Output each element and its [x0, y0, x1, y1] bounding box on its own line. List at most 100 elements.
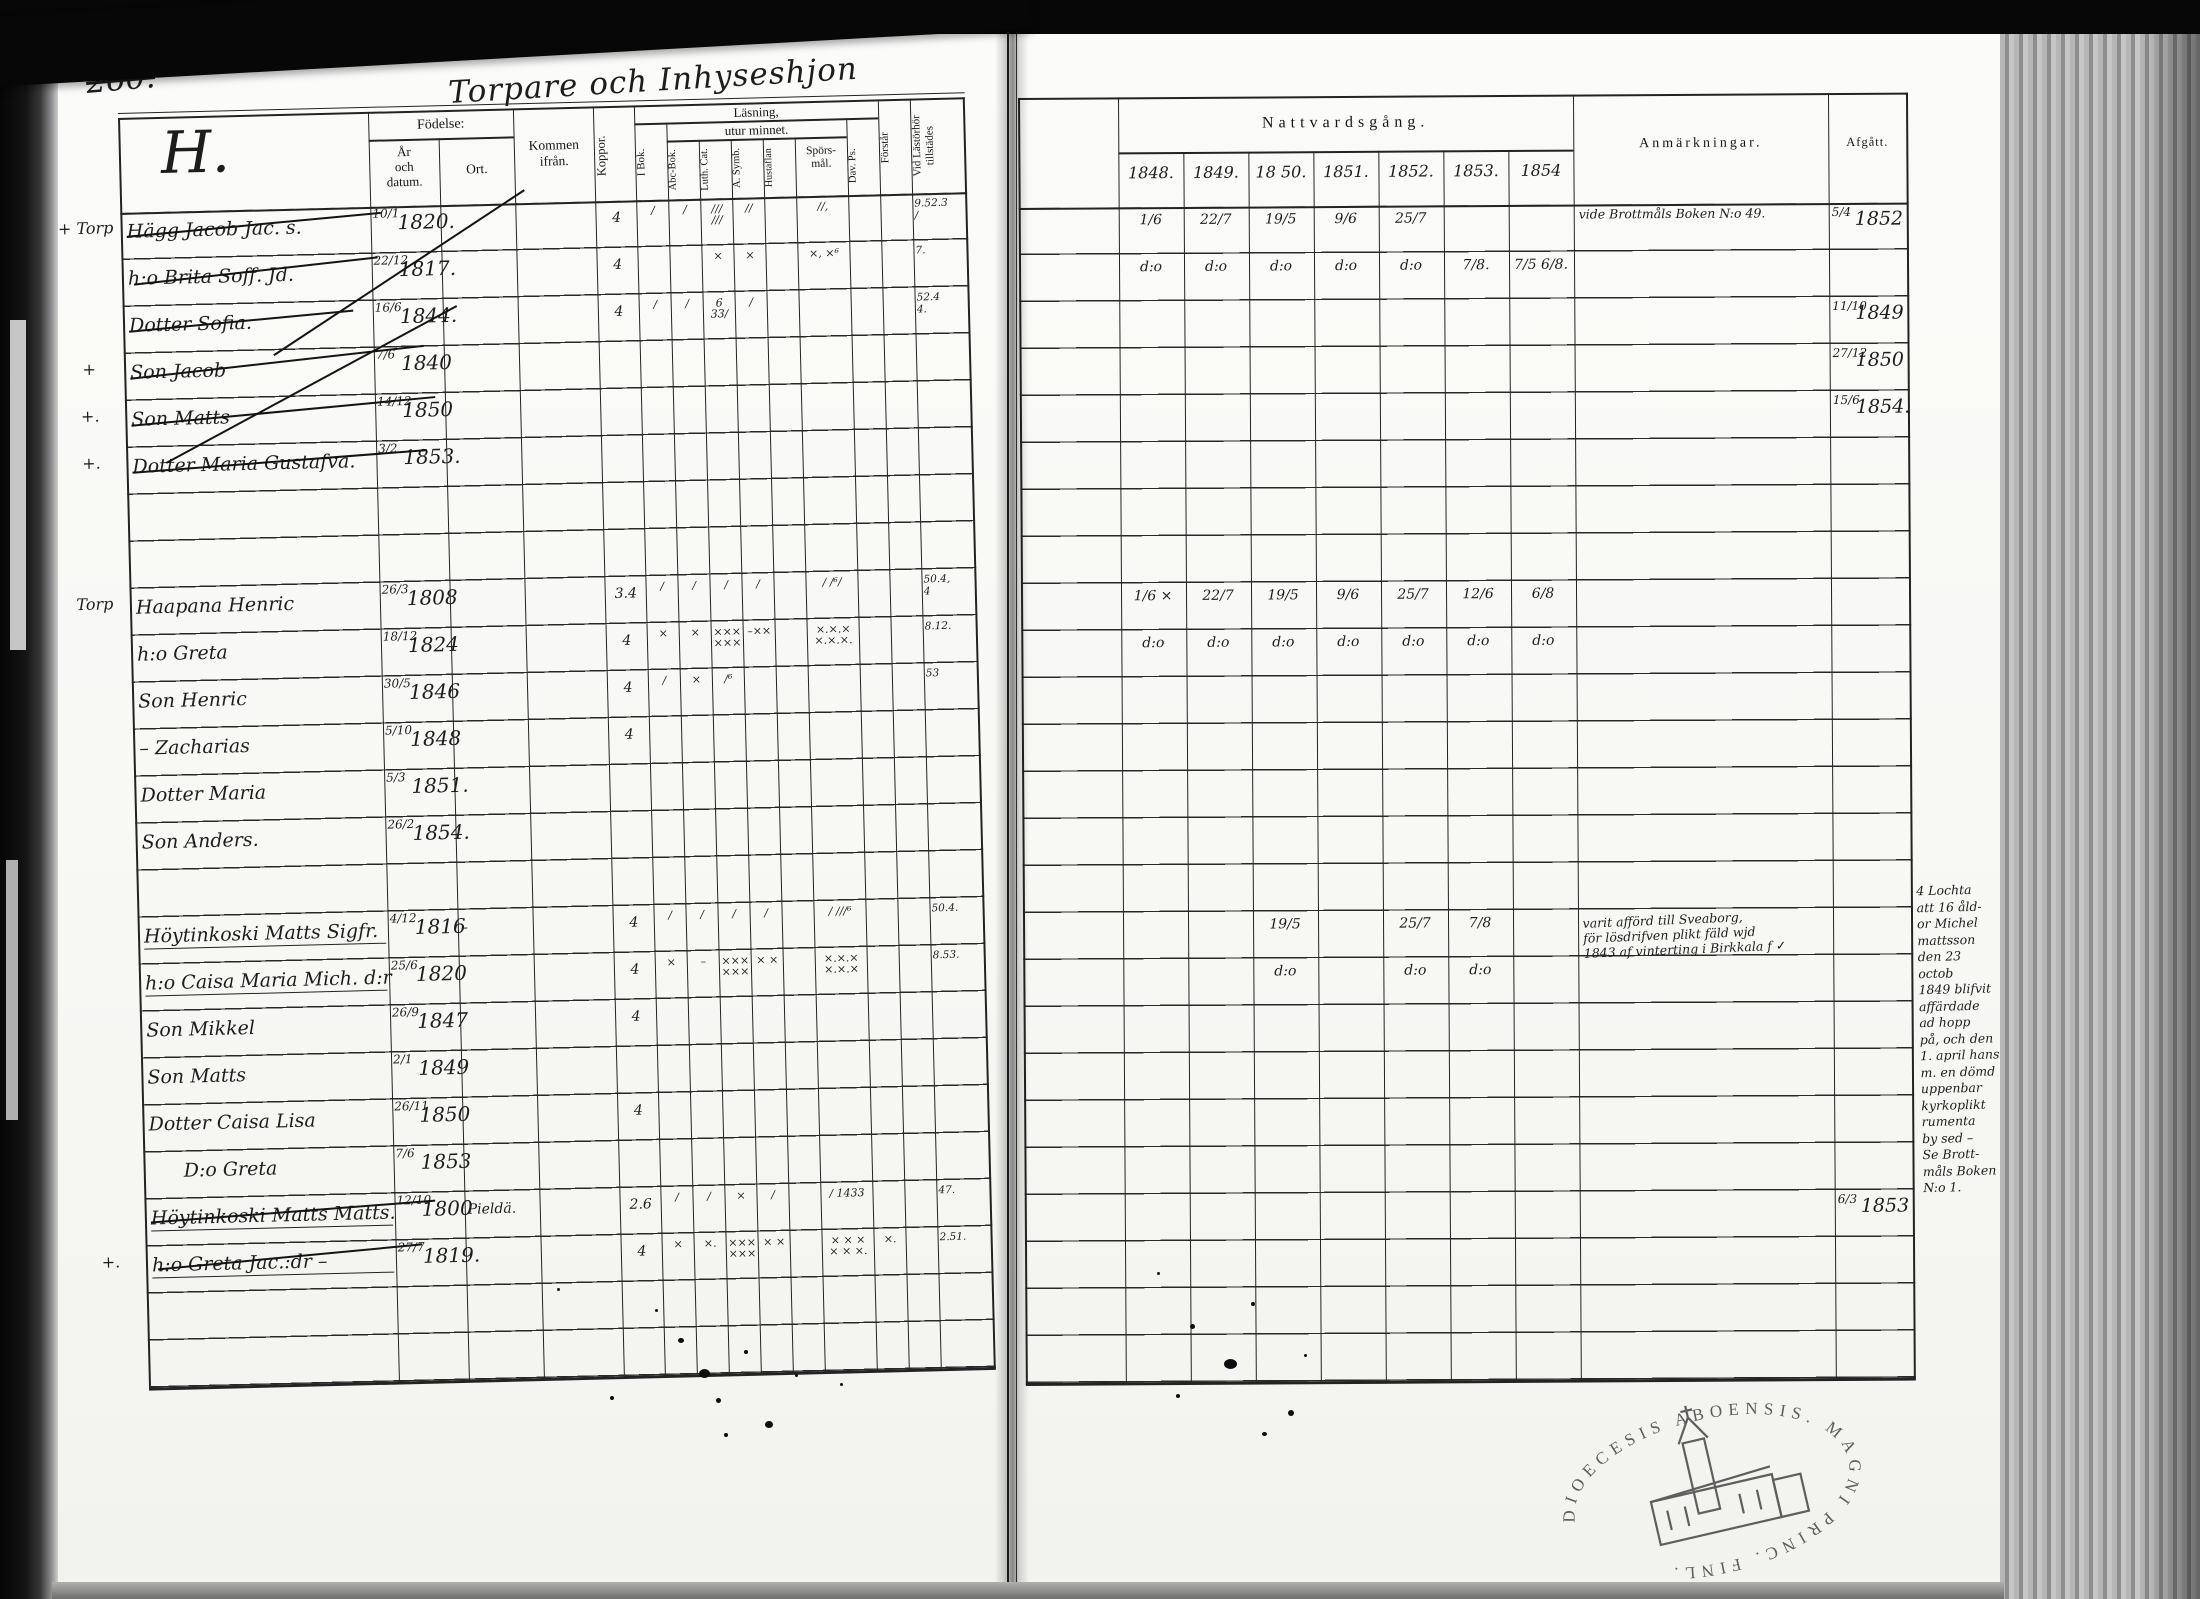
reading-mark: /	[707, 1189, 712, 1203]
communion-mark: 12/6	[1462, 586, 1494, 603]
header-abc-bok: Abc-Bok.	[666, 149, 679, 191]
reading-mark: /	[732, 907, 737, 921]
communion-row: 1/6 22/7 19/5 9/6 25/7 vide Brottmåls Bo…	[1019, 202, 1999, 255]
reading-mark: ×	[745, 248, 755, 262]
examination-note: 47.	[938, 1183, 956, 1197]
birth-year: 1824	[407, 631, 460, 658]
ink-blot	[1262, 1432, 1267, 1436]
header-luth-cat: Luth. Cat.	[698, 147, 711, 191]
header-fodelse: Födelse:	[416, 116, 465, 133]
birth-day-month: 4/12	[389, 910, 417, 926]
birth-year: 1820.	[397, 208, 456, 235]
communion-row: 27/12 1850	[1020, 343, 2000, 396]
birth-year: 1854.	[412, 819, 471, 846]
header-ort: Ort.	[465, 160, 488, 177]
reading-mark: 6 33/	[710, 296, 729, 321]
birth-day-month: 5/10	[384, 723, 413, 738]
ink-blot	[557, 1288, 560, 1291]
birth-day-month: 25/6	[390, 957, 418, 973]
reading-mark: / ///⁶	[828, 904, 852, 918]
reading-mark: / 1433	[829, 1186, 865, 1200]
reading-mark: ××× ×××	[713, 624, 742, 650]
person-name: – Zacharias	[139, 734, 251, 760]
departure-year: 1853	[1860, 1194, 1910, 1217]
communion-mark: d:o	[1469, 962, 1492, 979]
person-name: Son Henric	[137, 688, 248, 713]
reading-mark: ×	[690, 625, 701, 640]
smallpox-mark: 2.6	[629, 1196, 653, 1213]
bottom-shadow	[52, 1582, 2004, 1599]
ink-blot	[765, 1421, 773, 1428]
communion-mark: d:o	[1142, 635, 1165, 652]
reading-mark: /	[685, 297, 690, 311]
communion-mark: 9/6	[1336, 586, 1360, 604]
communion-mark: 25/7	[1394, 210, 1427, 227]
smallpox-mark: 4	[633, 1102, 644, 1119]
reading-mark: /⁶	[724, 672, 733, 686]
communion-mark: 7/8	[1468, 915, 1492, 932]
book-spine	[0, 0, 58, 1599]
examination-note: 53	[925, 667, 940, 680]
ink-blot	[678, 1338, 684, 1343]
reading-mark: ×	[691, 672, 702, 687]
remark-note: varit afförd till Sveaborg, för lösdrifv…	[1582, 909, 1787, 961]
reading-mark: /	[662, 673, 667, 687]
reading-mark: ××× ×××	[728, 1235, 757, 1261]
person-name: Son Mikkel	[146, 1016, 256, 1042]
grid-line	[368, 136, 514, 142]
communion-row: d:o d:o d:o d:o d:o 7/8. 7/5 6/8.	[1019, 249, 1999, 302]
communion-mark: 9/6	[1334, 210, 1358, 228]
reading-mark: × ×	[763, 1235, 786, 1249]
reading-mark: /	[749, 295, 754, 309]
reading-mark: ×.	[703, 1236, 717, 1251]
ink-blot	[699, 1369, 710, 1378]
communion-mark: 22/7	[1202, 587, 1234, 604]
examination-note: 7.	[915, 244, 926, 257]
communion-row: 1/6 × 22/7 19/5 9/6 25/7 12/6 6/8	[1021, 578, 2001, 631]
birth-year: 1819.	[422, 1242, 481, 1268]
communion-mark: d:o	[1399, 257, 1423, 274]
birth-day-month: 26/2	[387, 816, 415, 832]
person-name: Dotter Maria	[140, 781, 267, 807]
year-header: 1852.	[1387, 161, 1434, 181]
reading-mark: /	[675, 1190, 680, 1204]
communion-row: d:o d:o d:o d:o d:o d:o d:o	[1021, 625, 2001, 678]
smallpox-mark: 4	[630, 961, 640, 978]
reading-mark: ×	[658, 626, 669, 640]
margin-annotation: +.	[80, 406, 100, 426]
reading-mark: × ×	[756, 953, 779, 967]
smallpox-mark: 4	[637, 1243, 647, 1260]
birth-day-month: 30/5	[383, 676, 412, 691]
reading-mark: /	[724, 578, 729, 592]
birth-day-month: 2/1	[392, 1052, 413, 1067]
header-i-bok: I Bok.	[634, 148, 648, 177]
person-name: h:o Brita Soff. Jd.	[127, 263, 295, 290]
birth-year: 1848	[409, 725, 462, 752]
person-name: h:o Greta Jac.:dr –	[151, 1248, 395, 1279]
reading-mark: ×.×.× ×.×.×.	[814, 622, 853, 648]
person-name: h:o Greta	[136, 641, 228, 666]
reading-mark: ×	[713, 249, 723, 263]
reading-mark: ××× ×××	[721, 953, 750, 979]
birth-year: 1850	[401, 396, 454, 423]
year-header: 1853.	[1452, 161, 1499, 181]
birth-year: 1853	[420, 1148, 472, 1174]
reading-mark: /	[770, 1188, 776, 1202]
smallpox-mark: 3.4	[614, 585, 638, 603]
communion-mark: d:o	[1204, 258, 1228, 275]
margin-annotation: +	[82, 359, 97, 379]
index-letter: H.	[160, 117, 231, 187]
reading-mark: ×	[736, 1188, 746, 1203]
reading-mark: ×	[666, 955, 677, 969]
remark-note: vide Brottmåls Boken N:o 49.	[1578, 205, 1766, 222]
communion-mark: 7/8.	[1462, 257, 1490, 274]
header-koppor: Koppor.	[593, 135, 609, 177]
examination-note: 8.53.	[932, 948, 960, 962]
smallpox-mark: 4	[611, 209, 622, 226]
communion-row: 15/6 1854.	[1020, 390, 2000, 443]
person-name: Son Anders.	[141, 828, 259, 854]
header-forstar: Förstår	[878, 132, 892, 164]
reading-mark: /	[700, 907, 705, 922]
birth-year: 1849	[418, 1054, 470, 1080]
birth-day-month: 7/6	[395, 1146, 415, 1161]
